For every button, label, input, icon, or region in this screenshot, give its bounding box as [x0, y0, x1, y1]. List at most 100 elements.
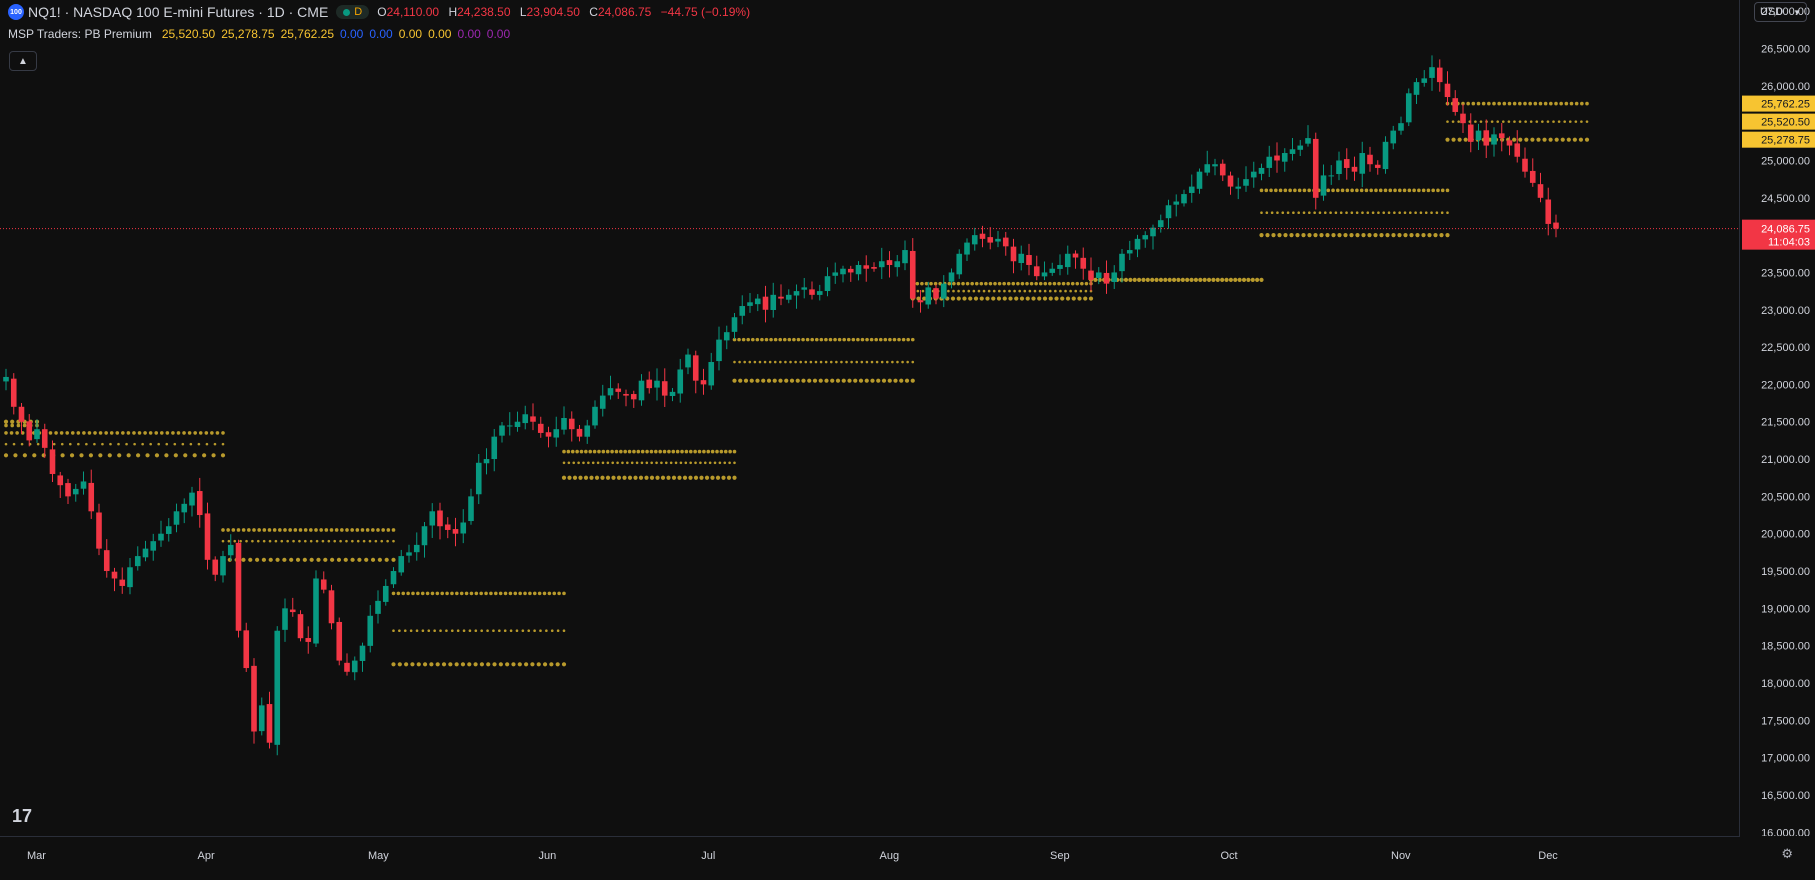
level-dot: [1260, 211, 1263, 215]
candle-156: [1212, 158, 1218, 176]
level-dot: [579, 449, 584, 454]
level-dot: [998, 289, 1001, 293]
candlestick-chart[interactable]: [0, 0, 1740, 836]
indicator-name[interactable]: MSP Traders: PB Premium: [8, 27, 152, 41]
market-status-badge[interactable]: D: [336, 5, 370, 19]
indicator-price-label-1: 25,520.50: [1742, 113, 1815, 130]
level-dot: [79, 453, 84, 458]
level-dot: [371, 528, 375, 532]
level-dot: [804, 360, 808, 364]
collapse-legend-button[interactable]: ▲: [9, 51, 37, 71]
level-dot: [605, 449, 610, 454]
level-dot: [362, 539, 366, 543]
level-dot: [537, 591, 542, 596]
level-dot: [316, 557, 321, 562]
indicator-price-text-2: 25,278.75: [1761, 135, 1810, 147]
level-band-8: [1259, 188, 1450, 238]
candle-134: [1041, 261, 1048, 281]
level-dot: [473, 662, 478, 667]
level-dot: [498, 591, 503, 596]
level-dot: [865, 360, 869, 364]
candle-40: [313, 570, 319, 648]
level-dot: [1585, 101, 1589, 106]
symbol-logo[interactable]: 100: [8, 4, 24, 20]
level-dot: [1189, 277, 1194, 283]
level-dot: [693, 475, 699, 480]
level-dot: [1331, 188, 1335, 193]
level-dot: [486, 629, 489, 633]
level-dot: [1426, 188, 1431, 193]
tradingview-logo[interactable]: 17: [12, 806, 32, 827]
candle-112: [871, 262, 877, 272]
level-dot: [280, 539, 284, 543]
candle-33: [258, 697, 265, 736]
level-dot: [1061, 281, 1066, 286]
level-dot: [622, 475, 627, 480]
level-dot: [1574, 101, 1579, 106]
level-dot: [1421, 233, 1426, 238]
level-dot: [973, 296, 979, 301]
candle-136: [1057, 254, 1063, 276]
level-dot: [929, 281, 933, 286]
currency-selector[interactable]: USD ▼: [1754, 2, 1807, 22]
level-dot: [275, 557, 280, 562]
level-dot: [962, 296, 967, 301]
candle-2: [18, 402, 25, 434]
level-dot: [356, 539, 360, 543]
symbol-title[interactable]: NQ1! · NASDAQ 100 E-mini Futures · 1D · …: [28, 4, 329, 20]
level-dot: [773, 337, 778, 342]
candle-91: [708, 352, 715, 390]
level-dot: [704, 475, 710, 480]
level-dot: [1269, 188, 1273, 193]
level-dot: [1043, 289, 1047, 293]
price-tick-1: 16,500.00: [1761, 790, 1810, 802]
level-dot: [1038, 289, 1042, 293]
price-tick-5: 18,500.00: [1761, 641, 1810, 653]
level-dot: [916, 296, 921, 301]
level-dot: [688, 475, 693, 480]
level-dot: [272, 528, 277, 532]
level-dot: [1518, 120, 1522, 123]
level-dot: [1158, 277, 1164, 283]
level-dot: [828, 337, 833, 342]
level-dot: [391, 528, 396, 532]
chart-pane[interactable]: [0, 0, 1740, 836]
candle-43: [336, 617, 343, 666]
indicator-value-5: 0.00: [398, 27, 423, 41]
level-dot: [584, 449, 588, 454]
level-dot: [837, 337, 842, 342]
level-dot: [616, 475, 622, 480]
level-dot: [386, 528, 391, 532]
level-dot: [1093, 277, 1098, 283]
level-dot: [640, 461, 644, 465]
level-dot: [1075, 281, 1080, 286]
level-dot: [619, 449, 623, 454]
price-tick-15: 23,500.00: [1761, 267, 1810, 279]
candle-161: [1250, 161, 1257, 188]
candle-21: [165, 518, 172, 542]
candle-123: [956, 249, 963, 279]
level-dot: [1052, 281, 1057, 286]
level-dot: [542, 591, 547, 596]
level-band-2: [220, 528, 396, 562]
level-dot: [1019, 296, 1025, 301]
level-dot: [1518, 137, 1523, 142]
candle-167: [1297, 139, 1304, 157]
level-dot: [293, 528, 298, 532]
open-key: O: [377, 5, 387, 19]
level-dot: [1293, 188, 1297, 193]
level-dot: [842, 337, 846, 342]
level-dot: [484, 591, 488, 596]
level-dot: [1523, 101, 1527, 106]
indicator-row[interactable]: MSP Traders: PB Premium 25,520.50 25,278.…: [8, 25, 756, 43]
level-dot: [315, 539, 319, 543]
time-axis[interactable]: Mar Apr May Jun Jul Aug Sep Oct Nov Dec: [0, 836, 1740, 875]
level-dot: [1383, 188, 1388, 193]
chart-settings-icon[interactable]: ⚙: [1781, 846, 1793, 861]
level-dot: [20, 442, 24, 446]
candle-0: [3, 368, 9, 391]
low-value: 23,904.50: [526, 5, 580, 19]
level-band-4: [561, 449, 737, 480]
level-dot: [1364, 188, 1369, 193]
price-axis[interactable]: 16,000.00 16,500.00 17,000.00 17,500.00 18,0…: [1739, 0, 1815, 839]
